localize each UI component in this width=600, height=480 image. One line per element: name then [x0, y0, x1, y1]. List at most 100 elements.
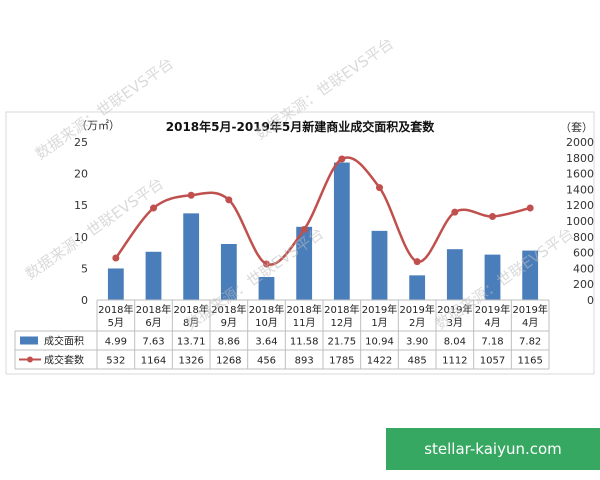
- data-label: 1268: [216, 356, 241, 367]
- right-tick-label: 1600: [566, 168, 594, 181]
- bar-area: [446, 249, 463, 300]
- data-label: 1057: [480, 356, 505, 367]
- watermark: 数据来源：世联EVS平台: [32, 54, 177, 163]
- data-label: 1112: [442, 356, 467, 367]
- data-label: 1164: [141, 356, 166, 367]
- bar-area: [145, 251, 162, 300]
- legend-key-bar: [20, 336, 38, 345]
- data-label: 1165: [517, 356, 542, 367]
- line-point: [489, 212, 496, 220]
- bar-area: [107, 268, 124, 300]
- left-tick-label: 10: [74, 231, 88, 244]
- category-label: 2018年: [173, 303, 208, 316]
- category-label: 6月: [145, 317, 161, 329]
- bar-area: [333, 162, 350, 300]
- promo-banner-text[interactable]: stellar-kaiyun.com: [424, 440, 562, 458]
- data-label: 1422: [367, 356, 392, 367]
- data-label: 4.99: [105, 337, 127, 348]
- data-label: 7.63: [142, 337, 164, 348]
- left-tick-label: 5: [81, 262, 88, 275]
- category-label: 4月: [484, 317, 500, 329]
- right-tick-label: 1200: [566, 199, 594, 212]
- category-label: 2019年: [437, 303, 472, 316]
- category-label: 9月: [221, 317, 237, 329]
- bar-area: [296, 226, 313, 300]
- data-label: 8.86: [218, 337, 240, 348]
- category-label: 4月: [522, 317, 538, 329]
- data-label: 11.58: [290, 337, 319, 348]
- line-series-units: [114, 156, 531, 266]
- right-tick-label: 0: [587, 294, 594, 307]
- right-tick-label: 200: [573, 278, 594, 291]
- chart-title: 2018年5月-2019年5月新建商业成交面积及套数: [166, 119, 435, 134]
- data-label: 893: [295, 356, 314, 367]
- category-label: 3月: [447, 317, 463, 329]
- line-point: [338, 155, 346, 163]
- line-point: [451, 208, 459, 216]
- chart-border: [5, 111, 595, 375]
- bar-area: [258, 276, 275, 300]
- category-label: 2019年: [475, 303, 510, 316]
- category-label: 2018年: [286, 303, 321, 316]
- right-tick-label: 1000: [566, 215, 594, 228]
- category-label: 5月: [108, 317, 124, 329]
- category-label: 1月: [371, 317, 387, 329]
- data-label: 532: [106, 356, 125, 367]
- legend-label: 成交面积: [44, 335, 84, 348]
- category-label: 2019年: [399, 303, 434, 316]
- legend-label: 成交套数: [44, 354, 84, 367]
- bar-area: [183, 213, 200, 300]
- category-label: 2018年: [324, 303, 359, 316]
- right-tick-label: 1400: [566, 183, 594, 196]
- bar-area: [484, 254, 501, 300]
- left-tick-label: 0: [81, 294, 88, 307]
- category-label: 2019年: [362, 303, 397, 316]
- category-label: 11月: [293, 317, 316, 329]
- data-label: 456: [257, 356, 276, 367]
- watermark: 数据来源：世联EVS平台: [22, 174, 167, 283]
- line-point: [263, 260, 270, 268]
- data-label: 1326: [178, 356, 203, 367]
- category-label: 2018年: [98, 303, 133, 316]
- data-label: 10.94: [365, 337, 394, 348]
- right-tick-label: 400: [573, 262, 594, 275]
- data-label: 3.64: [255, 337, 277, 348]
- line-point: [187, 191, 195, 199]
- left-tick-label: 20: [74, 168, 88, 181]
- line-point: [526, 204, 534, 212]
- category-label: 8月: [183, 317, 199, 329]
- data-label: 13.71: [177, 337, 206, 348]
- category-label: 2018年: [249, 303, 284, 316]
- line-point: [300, 225, 308, 233]
- right-tick-label: 800: [573, 231, 594, 244]
- legend-key-marker: [27, 356, 33, 363]
- bar-area: [220, 244, 237, 300]
- left-axis-unit: （万㎡）: [76, 119, 120, 132]
- line-point: [150, 204, 157, 212]
- category-label: 12月: [330, 317, 353, 329]
- right-tick-label: 600: [573, 247, 594, 260]
- line-point: [112, 254, 120, 262]
- category-label: 2018年: [211, 303, 246, 316]
- line-point: [225, 196, 233, 204]
- left-tick-label: 15: [74, 199, 88, 212]
- category-label: 2018年: [136, 303, 171, 316]
- data-label: 8.04: [444, 337, 466, 348]
- bar-area: [371, 230, 388, 300]
- right-tick-label: 1800: [566, 152, 594, 165]
- category-label: 10月: [255, 317, 278, 329]
- data-label: 7.82: [519, 337, 541, 348]
- right-axis-unit: （套）: [560, 121, 593, 134]
- line-point: [413, 258, 421, 266]
- right-tick-label: 2000: [566, 136, 594, 149]
- data-label: 485: [408, 356, 427, 367]
- data-label: 7.18: [481, 337, 503, 348]
- promo-banner[interactable]: stellar-kaiyun.com: [386, 428, 600, 470]
- left-tick-label: 25: [74, 136, 88, 149]
- bar-area: [409, 275, 426, 300]
- category-label: 2月: [409, 317, 425, 329]
- data-label: 3.90: [406, 337, 428, 348]
- data-label: 21.75: [328, 337, 357, 348]
